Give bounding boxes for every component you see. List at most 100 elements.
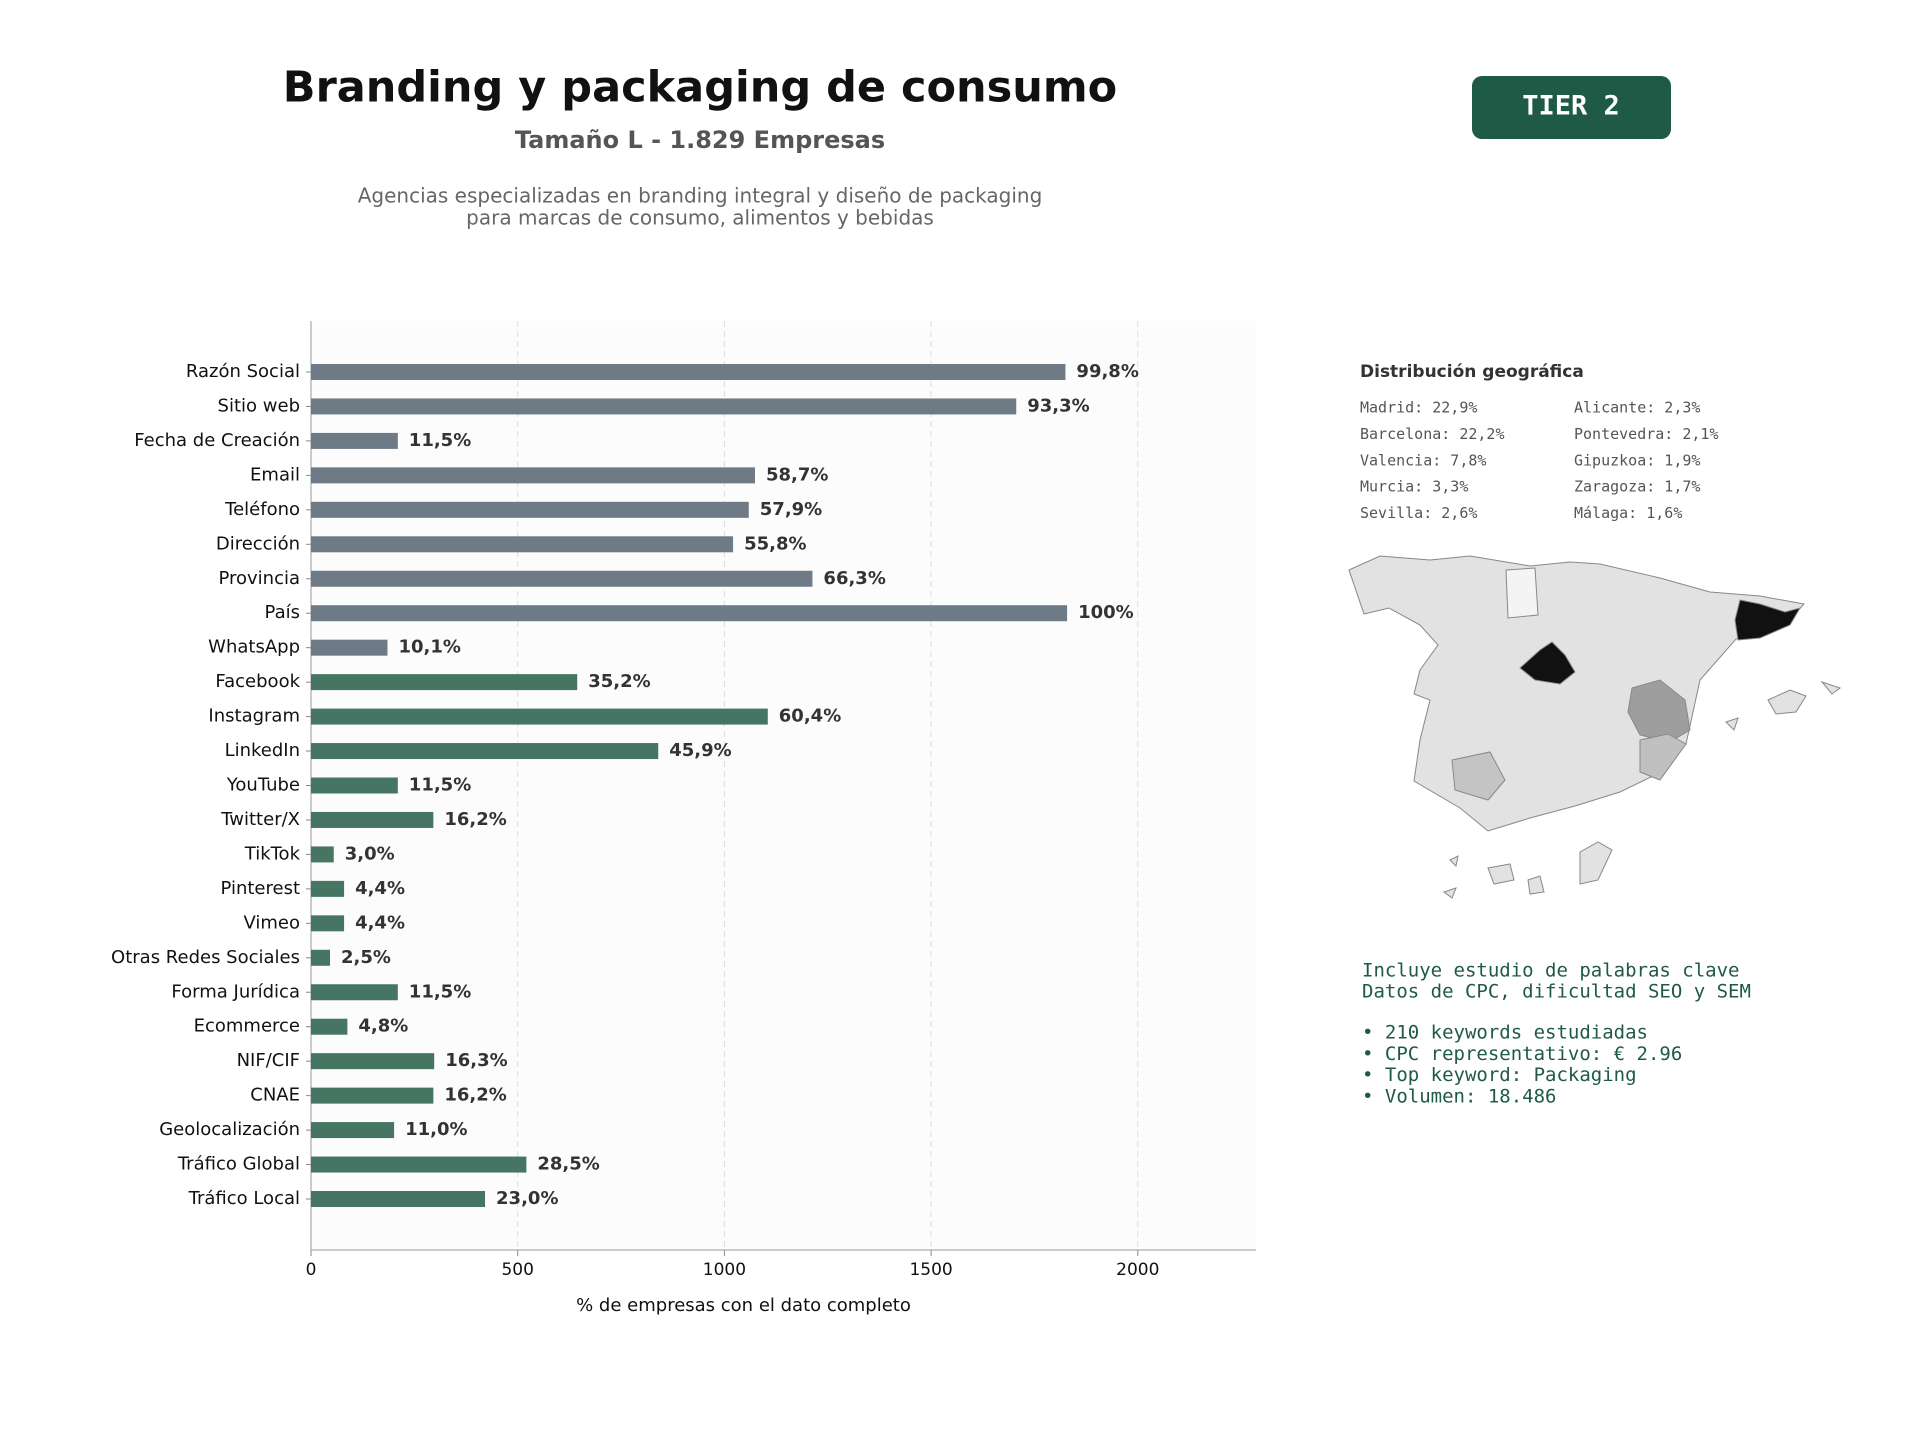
x-tick-label: 1000 — [703, 1260, 746, 1280]
bar — [311, 1018, 348, 1035]
bar — [311, 1122, 395, 1139]
bar — [311, 1087, 434, 1104]
geo-item: Zaragoza: 1,7% — [1574, 478, 1700, 496]
x-tick-label: 2000 — [1116, 1260, 1159, 1280]
value-label: 57,9% — [760, 499, 822, 520]
value-label: 10,1% — [398, 637, 460, 658]
y-tick-label: Teléfono — [224, 499, 300, 520]
y-tick-label: Ecommerce — [194, 1016, 300, 1037]
y-tick-label: WhatsApp — [208, 637, 300, 658]
x-axis-label: % de empresas con el dato completo — [576, 1295, 911, 1316]
map-region — [1505, 567, 1539, 619]
bar — [311, 949, 331, 966]
value-label: 11,5% — [409, 430, 471, 451]
bar — [311, 364, 1066, 380]
title: Branding y packaging de consumo — [283, 63, 1117, 113]
value-label: 100% — [1078, 602, 1134, 623]
bar — [311, 984, 398, 1001]
bar — [311, 605, 1068, 622]
keyword-bullet: • Volumen: 18.486 — [1362, 1085, 1556, 1107]
bar — [311, 639, 388, 656]
value-label: 16,2% — [444, 809, 506, 830]
map-island — [1442, 887, 1457, 899]
y-tick-label: YouTube — [226, 775, 300, 796]
x-tick-label: 1500 — [909, 1260, 952, 1280]
y-tick-label: Facebook — [215, 671, 300, 692]
keyword-bullet: • Top keyword: Packaging — [1362, 1064, 1637, 1086]
bar — [311, 570, 813, 587]
map-island — [1725, 717, 1739, 731]
y-tick-label: Tráfico Local — [188, 1188, 300, 1209]
value-label: 16,3% — [445, 1050, 507, 1071]
value-label: 2,5% — [341, 947, 391, 968]
badge: TIER 2 — [1522, 91, 1620, 122]
y-tick-label: Otras Redes Sociales — [111, 947, 300, 968]
geo-item: Pontevedra: 2,1% — [1574, 425, 1719, 443]
map-spain — [1348, 555, 1805, 832]
keywords-intro: Datos de CPC, dificultad SEO y SEM — [1362, 981, 1751, 1003]
geo-item: Madrid: 22,9% — [1360, 399, 1477, 417]
value-label: 28,5% — [537, 1154, 599, 1175]
y-tick-label: TikTok — [244, 843, 301, 864]
value-label: 58,7% — [766, 464, 828, 485]
map-island — [1487, 863, 1515, 885]
y-tick-label: Geolocalización — [159, 1119, 300, 1140]
keywords-intro: Incluye estudio de palabras clave — [1362, 960, 1740, 982]
value-label: 35,2% — [588, 671, 650, 692]
bar — [311, 1156, 527, 1173]
bar — [311, 811, 434, 828]
bar — [311, 708, 768, 725]
description: para marcas de consumo, alimentos y bebi… — [466, 206, 934, 230]
value-label: 4,8% — [358, 1016, 408, 1037]
bar — [311, 398, 1017, 415]
y-tick-label: Instagram — [208, 706, 300, 727]
bar — [311, 432, 398, 449]
y-tick-label: Forma Jurídica — [171, 981, 300, 1002]
y-tick-label: Sitio web — [218, 395, 300, 416]
bar — [311, 743, 659, 760]
bar — [311, 536, 734, 553]
y-tick-label: CNAE — [250, 1085, 300, 1106]
bar — [311, 846, 334, 863]
y-tick-label: NIF/CIF — [237, 1050, 300, 1071]
y-tick-label: Twitter/X — [220, 809, 300, 830]
geo-item: Barcelona: 22,2% — [1360, 425, 1505, 443]
value-label: 4,4% — [355, 912, 405, 933]
map-island — [1767, 689, 1807, 715]
value-label: 11,5% — [409, 775, 471, 796]
map-region — [1639, 733, 1687, 781]
value-label: 23,0% — [496, 1188, 558, 1209]
map-island — [1449, 855, 1459, 868]
map-valencia — [1627, 679, 1691, 743]
y-tick-label: Provincia — [218, 568, 300, 589]
map-barcelona — [1734, 599, 1802, 641]
value-label: 55,8% — [744, 533, 806, 554]
y-tick-label: País — [265, 602, 300, 623]
x-tick-label: 0 — [306, 1260, 317, 1280]
geo-item: Málaga: 1,6% — [1574, 504, 1682, 522]
geo-item: Alicante: 2,3% — [1574, 399, 1700, 417]
map-island — [1579, 841, 1613, 885]
bar — [311, 1053, 435, 1070]
bar — [311, 915, 345, 932]
map-madrid — [1519, 641, 1576, 685]
geo-item: Murcia: 3,3% — [1360, 478, 1468, 496]
map-island — [1820, 680, 1842, 695]
bar — [311, 674, 578, 691]
value-label: 93,3% — [1027, 395, 1089, 416]
x-tick-label: 500 — [501, 1260, 533, 1280]
bar — [311, 777, 398, 794]
description: Agencias especializadas en branding inte… — [358, 184, 1043, 208]
value-label: 60,4% — [779, 706, 841, 727]
geo-item: Sevilla: 2,6% — [1360, 504, 1477, 522]
bar — [311, 1191, 486, 1207]
map — [1348, 555, 1842, 899]
y-tick-label: Vimeo — [243, 912, 300, 933]
y-tick-label: Dirección — [216, 533, 300, 554]
value-label: 16,2% — [444, 1085, 506, 1106]
y-tick-label: Pinterest — [220, 878, 300, 899]
y-tick-label: LinkedIn — [225, 740, 300, 761]
value-label: 11,0% — [405, 1119, 467, 1140]
badge-box — [1472, 76, 1671, 139]
